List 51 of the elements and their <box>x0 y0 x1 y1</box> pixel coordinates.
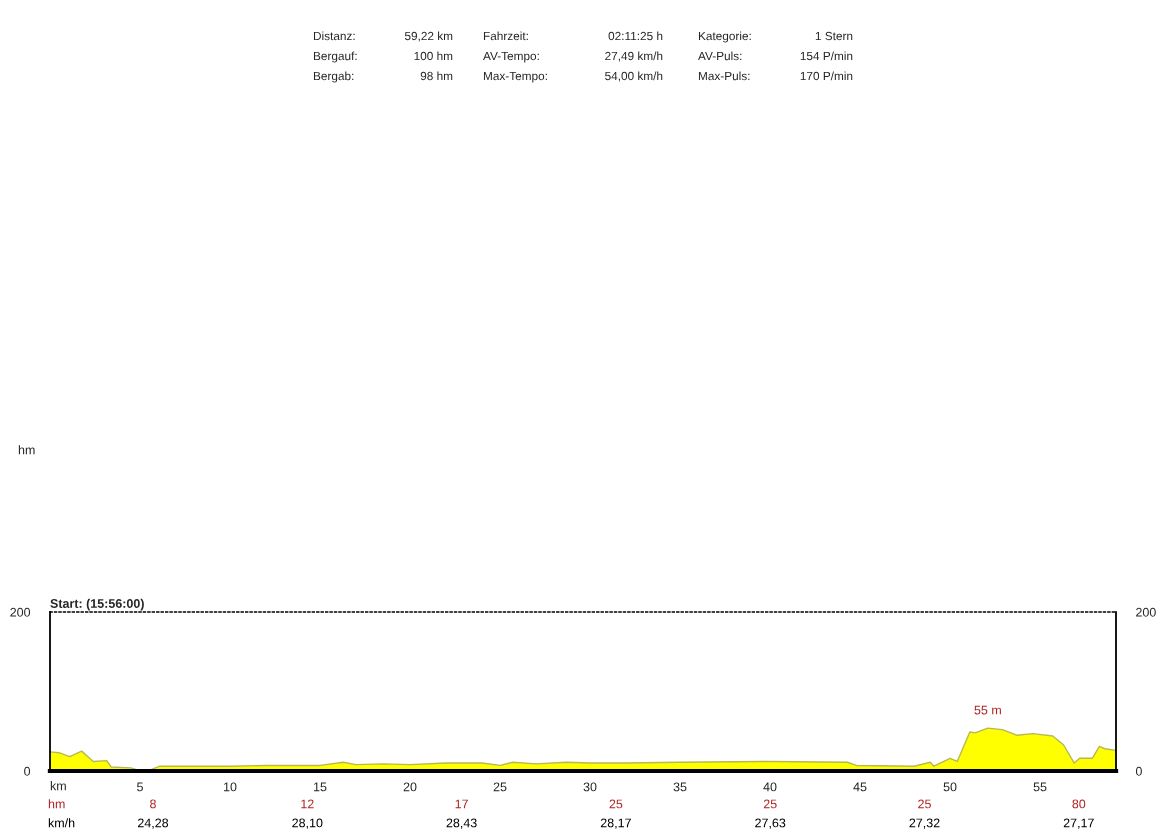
text: AV-Tempo: <box>483 51 539 63</box>
x-tick-label: 15 <box>314 782 327 792</box>
x-tick-label: 35 <box>673 782 687 792</box>
text: 1 Stern <box>815 31 853 41</box>
text: 170 P/min <box>800 71 853 81</box>
text: 59,22 km <box>404 31 453 42</box>
text: 8 <box>150 799 156 809</box>
x-tick-label: 30 <box>583 782 597 792</box>
text: 27,49 km/h <box>605 51 663 62</box>
text: 27,17 <box>1063 818 1094 829</box>
y2-tick-label: 200 <box>1136 607 1156 617</box>
x-tick-label: 50 <box>943 782 957 792</box>
text: 28,43 <box>446 818 477 829</box>
text: Max-Tempo: <box>483 71 547 83</box>
annotation: 55 m <box>974 705 1001 715</box>
text: hm <box>18 445 35 455</box>
text: Max-Puls: <box>698 71 750 81</box>
text: 24,28 <box>137 818 169 829</box>
text: Bergab: <box>313 71 354 83</box>
text: 28,17 <box>600 818 631 829</box>
text: 25 <box>918 799 931 809</box>
text: hm <box>48 799 65 809</box>
x-tick-label: 45 <box>853 782 867 792</box>
text: 12 <box>301 799 314 809</box>
y2-tick-label: 0 <box>1135 766 1142 776</box>
x-tick-label: 10 <box>224 782 237 792</box>
text: 54,00 km/h <box>605 71 663 82</box>
x-tick-label: 40 <box>763 782 777 792</box>
text: 80 <box>1072 799 1086 809</box>
text: 25 <box>763 799 777 809</box>
x-tick-label: 5 <box>137 782 143 792</box>
text: km/h <box>48 818 75 828</box>
text: 27,63 <box>755 818 786 829</box>
text: 98 hm <box>420 71 453 81</box>
text: Fahrzeit: <box>483 31 528 41</box>
text: 28,10 <box>292 818 323 829</box>
x-axis-title: km <box>50 781 66 791</box>
text: Start: (15:56:00) <box>50 598 144 611</box>
x-tick-label: 55 <box>1033 782 1047 792</box>
text: 25 <box>609 799 623 809</box>
text: Kategorie: <box>698 31 751 43</box>
text: 154 P/min <box>800 51 853 61</box>
text: 17 <box>455 799 468 809</box>
text: 02:11:25 h <box>608 31 663 41</box>
text: 100 hm <box>414 51 453 61</box>
x-tick-label: 25 <box>493 782 507 792</box>
x-tick-label: 20 <box>403 782 417 792</box>
text: Distanz: <box>313 31 355 41</box>
text: AV-Puls: <box>698 51 742 61</box>
text: 27,32 <box>909 818 940 829</box>
text: Bergauf: <box>313 51 357 63</box>
